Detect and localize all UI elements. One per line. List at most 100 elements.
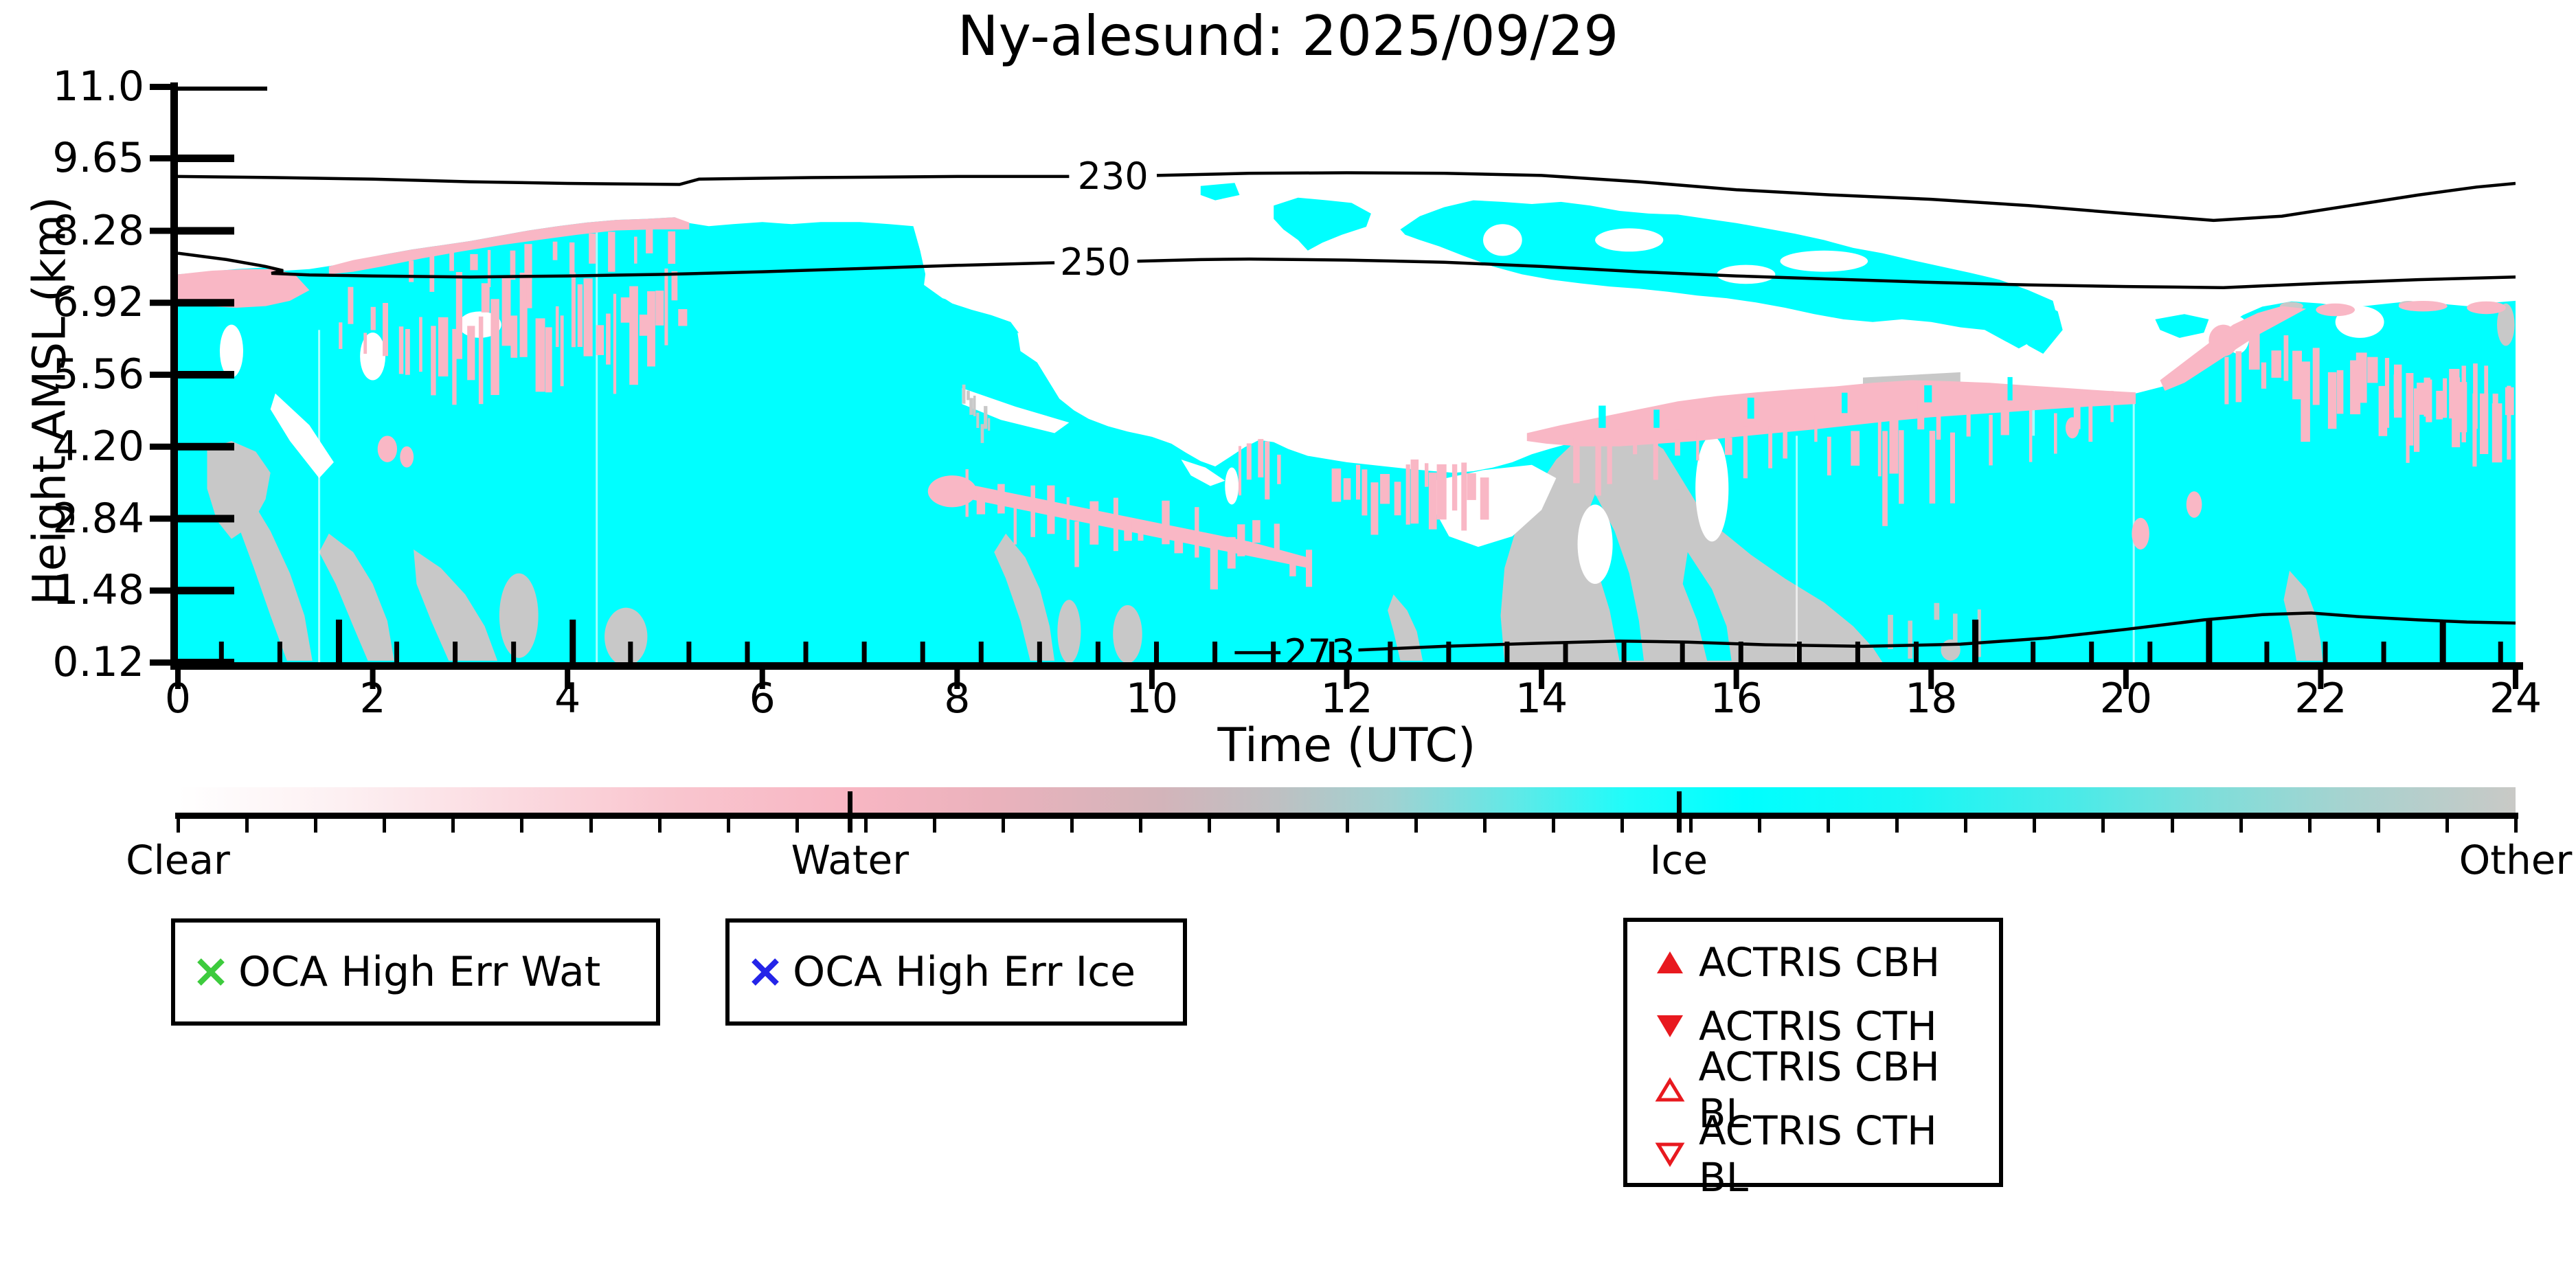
- colorbar-minor-tick: [1551, 819, 1555, 833]
- colorbar-minor-tick: [2239, 819, 2243, 833]
- gap-line: [318, 330, 321, 662]
- green-x-marker-icon: [197, 958, 225, 986]
- gap-line: [1796, 436, 1798, 662]
- water-patch: [2208, 324, 2238, 357]
- legend-label: ACTRIS CBH: [1699, 939, 1941, 986]
- water-patch: [2316, 303, 2355, 317]
- gray-streak-5: [994, 533, 1055, 661]
- colorbar-minor-tick: [1345, 819, 1349, 833]
- colorbar-minor-tick: [2101, 819, 2105, 833]
- ice-streaks: [1598, 376, 2013, 428]
- colorbar-minor-tick: [2307, 819, 2312, 833]
- colorbar-minor-tick: [2445, 819, 2449, 833]
- water-patch: [377, 436, 398, 462]
- colorbar-minor-tick: [245, 819, 249, 833]
- page-title: Ny-alesund: 2025/09/29: [957, 4, 1619, 68]
- colorbar-minor-tick: [314, 819, 318, 833]
- water-patch: [400, 446, 414, 468]
- contour-label-273: 273: [1284, 631, 1355, 675]
- legend-actris: ACTRIS CBH ACTRIS CTH ACTRIS CBH BL ACTR…: [1623, 918, 2003, 1201]
- x-tick-label: 2: [359, 675, 386, 723]
- other-streaks: [1888, 602, 1981, 659]
- colorbar-label-water: Water: [791, 837, 909, 883]
- gray-streak-1: [236, 494, 313, 661]
- y-tick-label: 8.28: [52, 206, 144, 255]
- colorbar-minor-tick: [1139, 819, 1143, 833]
- x-tick-label: 10: [1125, 675, 1179, 723]
- water-streaks: [1882, 430, 1955, 526]
- clear-patch: [1595, 228, 1664, 252]
- colorbar-minor-tick: [1208, 819, 1212, 833]
- colorbar-minor-tick: [1482, 819, 1487, 833]
- water-streaks: [1573, 391, 2114, 496]
- y-tick-label: 9.65: [52, 133, 144, 182]
- colorbar-minor-tick: [2376, 819, 2380, 833]
- colorbar-minor-tick: [1964, 819, 1968, 833]
- water-patch: [2467, 301, 2506, 315]
- y-tick-label: 1.48: [52, 566, 144, 615]
- legend-label: ACTRIS CTH BL: [1698, 1107, 1937, 1201]
- gap-line: [596, 224, 598, 662]
- legend-label: ACTRIS CTH: [1699, 1003, 1937, 1050]
- x-tick-label: 24: [2489, 675, 2542, 723]
- colorbar-minor-tick: [1070, 819, 1074, 833]
- gray-streak-2: [319, 533, 394, 661]
- colorbar-minor-tick: [657, 819, 662, 833]
- pink-rim-top: [328, 217, 690, 275]
- x-tick-label: 20: [2099, 675, 2153, 723]
- water-streaks: [431, 268, 688, 405]
- triangle-up-open-icon: [1655, 1077, 1685, 1102]
- gap-line: [2032, 390, 2035, 436]
- blue-x-marker-icon: [752, 958, 779, 986]
- colorbar-major-tick: [848, 791, 853, 833]
- colorbar-minor-tick: [1620, 819, 1624, 833]
- colorbar-label-clear: Clear: [126, 837, 230, 883]
- y-tick-label: 2.84: [52, 494, 144, 543]
- colorbar-minor-tick: [1827, 819, 1831, 833]
- water-patch: [2065, 417, 2079, 439]
- x-tick-label: 16: [1710, 675, 1763, 723]
- y-tick-label: 5.56: [52, 350, 144, 398]
- x-tick-label: 22: [2294, 675, 2347, 723]
- colorbar-minor-tick: [1276, 819, 1280, 833]
- water-streaks: [1331, 459, 1489, 535]
- colorbar-minor-tick: [451, 819, 455, 833]
- colorbar-label-other: Other: [2459, 837, 2573, 883]
- cirrus-d: [2155, 314, 2209, 338]
- water-patch: [927, 475, 977, 508]
- other-patch: [605, 607, 648, 662]
- gray-streak-8: [1388, 594, 1423, 661]
- cliff-slash: [962, 388, 1070, 433]
- x-tick-label: 18: [1905, 675, 1958, 723]
- other-patch: [1113, 605, 1142, 662]
- water-patch: [2132, 517, 2149, 550]
- clear-patch: [1695, 436, 1729, 542]
- isotherm-250: 250: [178, 240, 2516, 289]
- water-streaks: [1238, 439, 1281, 500]
- colorbar-minor-tick: [520, 819, 524, 833]
- axes-spines: [150, 82, 2523, 689]
- y-tick-label: 4.20: [52, 422, 144, 471]
- colorbar-minor-tick: [383, 819, 387, 833]
- colorbar-minor-tick: [1758, 819, 1762, 833]
- legend-label: OCA High Err Wat: [238, 948, 601, 996]
- triangle-down-filled-icon: [1657, 1015, 1683, 1037]
- legend-label: OCA High Err Ice: [793, 948, 1136, 996]
- gray-column-21: [2283, 570, 2323, 661]
- y-tick-label: 0.12: [52, 638, 144, 686]
- colorbar-minor-tick: [1895, 819, 1899, 833]
- cliff-wedge: [1017, 332, 1128, 375]
- left-slash: [270, 393, 334, 478]
- water-patch: [2186, 491, 2202, 518]
- gray-streak-3: [414, 549, 498, 661]
- x-tick-label: 0: [164, 675, 192, 723]
- colorbar: [178, 787, 2516, 815]
- inner-ticks: [178, 87, 2503, 662]
- x-tick-label: 8: [944, 675, 971, 723]
- colorbar-minor-tick: [177, 819, 180, 833]
- colorbar-baseline: [175, 813, 2518, 819]
- other-patch: [1057, 600, 1081, 662]
- clear-patch: [1483, 224, 1522, 256]
- contour-label-230: 230: [1078, 155, 1149, 198]
- cirrus-a: [1200, 183, 1240, 201]
